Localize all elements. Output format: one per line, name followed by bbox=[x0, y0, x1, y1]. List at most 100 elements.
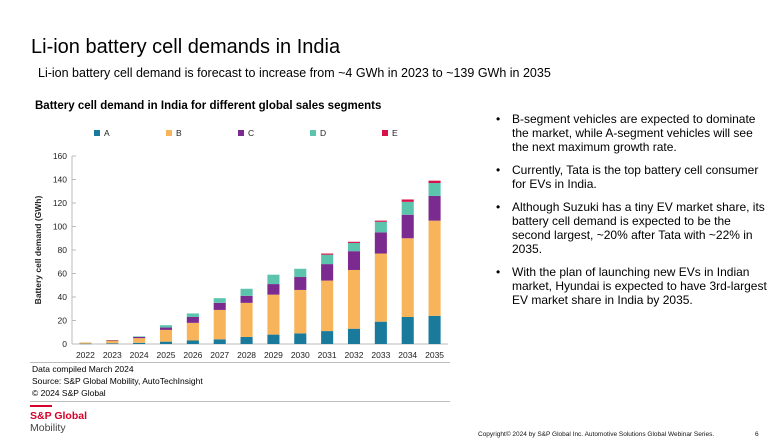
bar-B-2027 bbox=[213, 309, 226, 340]
logo-accent-bar bbox=[30, 405, 52, 407]
x-tick-label: 2031 bbox=[318, 350, 337, 360]
logo-name: S&P Global bbox=[30, 410, 87, 422]
chart-labels: 0 20 40 60 80 100 120 140 160 Battery cell demand… bbox=[33, 151, 444, 360]
bar-A-2027 bbox=[213, 339, 226, 344]
bar-C-2031 bbox=[321, 264, 334, 281]
bar-C-2026 bbox=[186, 316, 199, 323]
bar-C-2025 bbox=[159, 327, 173, 330]
bullet-item: • Currently, Tata is the top battery cell… bbox=[496, 163, 768, 191]
bar-A-2029 bbox=[267, 334, 280, 344]
bullet-symbol: • bbox=[496, 265, 501, 279]
bar-B-2031 bbox=[321, 280, 334, 332]
bar-B-2025 bbox=[159, 329, 173, 342]
bullet-text: With the plan of launching new EVs in In… bbox=[512, 265, 767, 307]
bullet-text: Currently, Tata is the top battery cell … bbox=[512, 163, 759, 191]
bar-E-2032 bbox=[347, 241, 361, 243]
bar-D-2034 bbox=[401, 201, 414, 215]
bar-B-2030 bbox=[294, 289, 307, 334]
bar-A-2026 bbox=[186, 340, 199, 344]
y-tick-label: 40 bbox=[58, 292, 68, 302]
legend-label-D: D bbox=[320, 128, 326, 138]
y-tick-label: 160 bbox=[53, 151, 67, 161]
chart-legend: A B C D E bbox=[94, 128, 398, 138]
bar-D-2024 bbox=[133, 336, 146, 337]
bar-A-2035 bbox=[428, 315, 441, 344]
bar-A-2031 bbox=[321, 331, 334, 344]
chart-axes bbox=[71, 155, 448, 345]
bar-A-2028 bbox=[240, 336, 253, 344]
bar-B-2032 bbox=[347, 269, 361, 329]
bar-A-2034 bbox=[401, 316, 414, 344]
y-tick-label: 140 bbox=[53, 175, 67, 185]
chart-bars bbox=[79, 180, 441, 345]
y-tick-label: 100 bbox=[53, 222, 67, 232]
bar-D-2029 bbox=[267, 274, 280, 285]
page-number: 6 bbox=[755, 431, 759, 438]
page-title: Li-ion battery cell demands in India bbox=[31, 36, 341, 58]
bar-B-2035 bbox=[428, 220, 441, 316]
bar-C-2024 bbox=[133, 336, 146, 339]
bar-D-2027 bbox=[213, 298, 226, 303]
y-axis-label: Battery cell demand (GWh) bbox=[33, 196, 43, 305]
stacked-bar-chart: A B C D E 0 20 40 60 80 100 120 140 160 Battery cell … bbox=[33, 128, 448, 360]
bar-D-2026 bbox=[186, 313, 199, 317]
legend-label-C: C bbox=[248, 128, 254, 138]
source-line-source: Source: S&P Global Mobility, AutoTechIns… bbox=[32, 376, 203, 386]
bar-B-2022 bbox=[79, 342, 92, 344]
x-tick-label: 2024 bbox=[130, 350, 149, 360]
bar-C-2028 bbox=[240, 295, 253, 303]
bar-C-2023 bbox=[106, 340, 119, 341]
page-subtitle: Li-ion battery cell demand is forecast t… bbox=[38, 66, 551, 80]
legend-swatch-D bbox=[310, 130, 316, 136]
legend-label-B: B bbox=[176, 128, 182, 138]
bar-C-2029 bbox=[267, 284, 280, 295]
bar-D-2025 bbox=[159, 325, 173, 328]
bar-B-2029 bbox=[267, 294, 280, 335]
x-tick-label: 2028 bbox=[237, 350, 256, 360]
legend-swatch-B bbox=[166, 130, 172, 136]
bar-E-2034 bbox=[401, 199, 414, 202]
bullet-symbol: • bbox=[496, 112, 501, 126]
bar-A-2024 bbox=[133, 342, 146, 344]
bar-E-2033 bbox=[374, 220, 387, 222]
x-tick-label: 2025 bbox=[157, 350, 176, 360]
x-tick-label: 2032 bbox=[345, 350, 364, 360]
bullet-symbol: • bbox=[496, 200, 501, 214]
bar-C-2033 bbox=[374, 232, 387, 254]
bar-D-2032 bbox=[347, 242, 361, 252]
bar-A-2023 bbox=[106, 343, 119, 344]
x-tick-label: 2029 bbox=[264, 350, 283, 360]
bullet-list: • B-segment vehicles are expected to domi… bbox=[496, 112, 768, 316]
bar-D-2033 bbox=[374, 221, 387, 233]
bullet-item: • B-segment vehicles are expected to domi… bbox=[496, 112, 768, 154]
bar-A-2022 bbox=[79, 343, 92, 345]
company-logo: S&P Global Mobility bbox=[30, 405, 87, 434]
bar-B-2026 bbox=[186, 322, 199, 341]
bullet-text: B-segment vehicles are expected to domin… bbox=[512, 112, 756, 154]
bar-B-2034 bbox=[401, 238, 414, 317]
bar-C-2027 bbox=[213, 302, 226, 310]
x-tick-label: 2027 bbox=[210, 350, 229, 360]
y-tick-label: 20 bbox=[58, 316, 68, 326]
bar-B-2028 bbox=[240, 302, 253, 337]
chart-title: Battery cell demand in India for differe… bbox=[35, 100, 382, 112]
legend-swatch-C bbox=[238, 130, 244, 136]
logo-division: Mobility bbox=[30, 422, 66, 434]
bar-C-2030 bbox=[294, 277, 307, 290]
bar-B-2033 bbox=[374, 253, 387, 322]
bullet-item: • With the plan of launching new EVs in I… bbox=[496, 265, 768, 307]
bar-A-2033 bbox=[374, 321, 387, 344]
source-line-date: Data compiled March 2024 bbox=[32, 364, 134, 374]
bar-D-2031 bbox=[321, 254, 334, 265]
bar-A-2030 bbox=[294, 333, 307, 344]
x-tick-label: 2035 bbox=[425, 350, 444, 360]
footer-copyright: Copyright© 2024 by S&P Global Inc. Autom… bbox=[478, 431, 715, 438]
bar-E-2035 bbox=[428, 180, 441, 184]
x-tick-label: 2023 bbox=[103, 350, 122, 360]
x-tick-label: 2034 bbox=[398, 350, 417, 360]
bar-A-2025 bbox=[159, 341, 173, 344]
y-tick-label: 80 bbox=[58, 245, 68, 255]
bar-C-2034 bbox=[401, 214, 414, 239]
legend-label-A: A bbox=[104, 128, 110, 138]
bar-B-2024 bbox=[133, 338, 146, 343]
